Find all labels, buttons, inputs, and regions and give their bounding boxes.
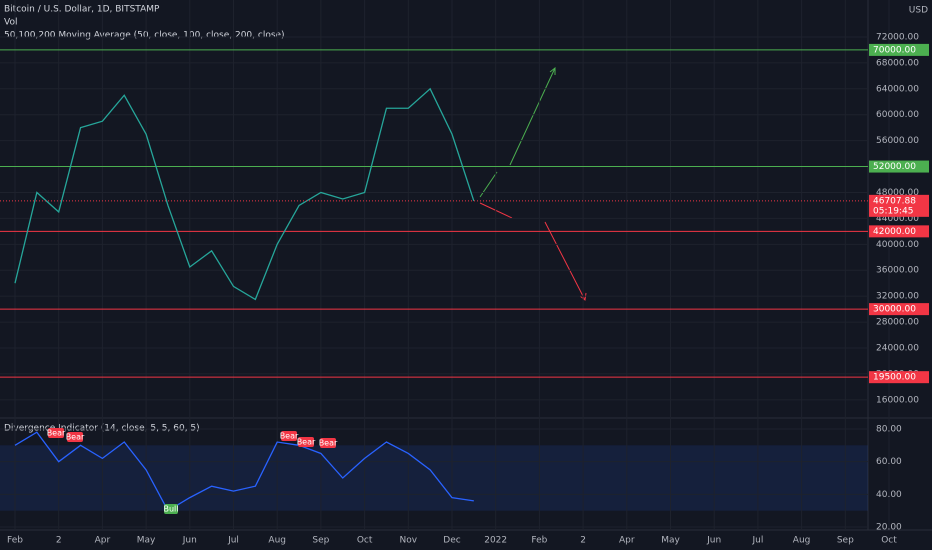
level-label: 52000.00 [873,162,916,172]
y-tick-label: 16000.00 [876,395,919,405]
level-tag [869,160,929,173]
level-tag [869,225,929,238]
y-tick-label: 56000.00 [876,136,919,146]
last-price-tag [869,194,929,217]
signals: Bear Bear Bear Bear Bear Bull [47,428,338,514]
x-tick-label: Sep [837,536,854,546]
ma-label: 50,100,200 Moving Average (50, close, 10… [4,31,285,41]
signal: Bear [297,438,316,447]
x-tick-label: Apr [95,536,111,546]
signal: Bear [280,432,299,441]
level-label: 70000.00 [873,45,916,55]
y-tick-label: 60.00 [876,457,902,467]
signal-box [281,431,297,441]
countdown: 05:19:45 [873,206,913,216]
signal: Bear [47,429,66,438]
signal: Bear [66,433,85,442]
x-tick-label: Jun [706,536,721,546]
currency: USD [909,6,928,16]
y-tick-label: 44000.00 [876,214,919,224]
last-price: 46707.88 [873,196,916,206]
x-tick-label: Nov [400,536,418,546]
signal-box [298,437,314,447]
y-tick-label: 28000.00 [876,318,919,328]
x-tick-label: Feb [531,536,547,546]
x-tick-label: May [137,536,156,546]
volume-label: Vol [4,18,17,28]
x-tick-label: 2022 [484,536,507,546]
signal-box [320,438,336,448]
y-tick-label: 32000.00 [876,292,919,302]
symbol-title: Bitcoin / U.S. Dollar, 1D, BITSTAMP [4,5,160,15]
level-tag [869,371,929,384]
y-tick-label: 40000.00 [876,240,919,250]
y-tick-label: 68000.00 [876,58,919,68]
y-tick-label: 40.00 [876,490,902,500]
y-tick-label: 64000.00 [876,84,919,94]
x-tick-label: Jul [751,536,763,546]
signal-box [164,504,178,514]
x-tick-label: Jun [182,536,197,546]
y-tick-label: 72000.00 [876,32,919,42]
x-tick-label: Aug [268,536,286,546]
level-tag [869,43,929,56]
level-label: 42000.00 [873,227,916,237]
y-tick-label: 60000.00 [876,110,919,120]
series-line [14,431,474,512]
signal-box [67,432,83,442]
y-tick-label: 80.00 [876,424,902,434]
x-tick-label: Apr [619,536,635,546]
series-line [14,87,475,301]
rsi-band [0,445,868,511]
level-label: 19500.00 [873,373,916,383]
x-tick-label: 2 [580,536,586,546]
level-label: 30000.00 [873,305,916,315]
x-tick-label: Oct [881,536,897,546]
y-tick-label: 20.00 [876,523,902,533]
x-tick-label: Dec [443,536,460,546]
y-tick-label: 24000.00 [876,344,919,354]
y-tick-label: 48000.00 [876,188,919,198]
signal-box [48,428,64,438]
x-tick-label: Oct [357,536,373,546]
level-tag [869,303,929,316]
x-tick-label: Sep [312,536,329,546]
x-tick-label: Aug [793,536,811,546]
y-tick-label: 36000.00 [876,266,919,276]
signal: Bull [163,505,178,514]
x-tick-label: Feb [7,536,23,546]
x-tick-label: May [661,536,680,546]
signal: Bear [319,439,338,448]
x-tick-label: Jul [227,536,239,546]
x-tick-label: 2 [56,536,62,546]
